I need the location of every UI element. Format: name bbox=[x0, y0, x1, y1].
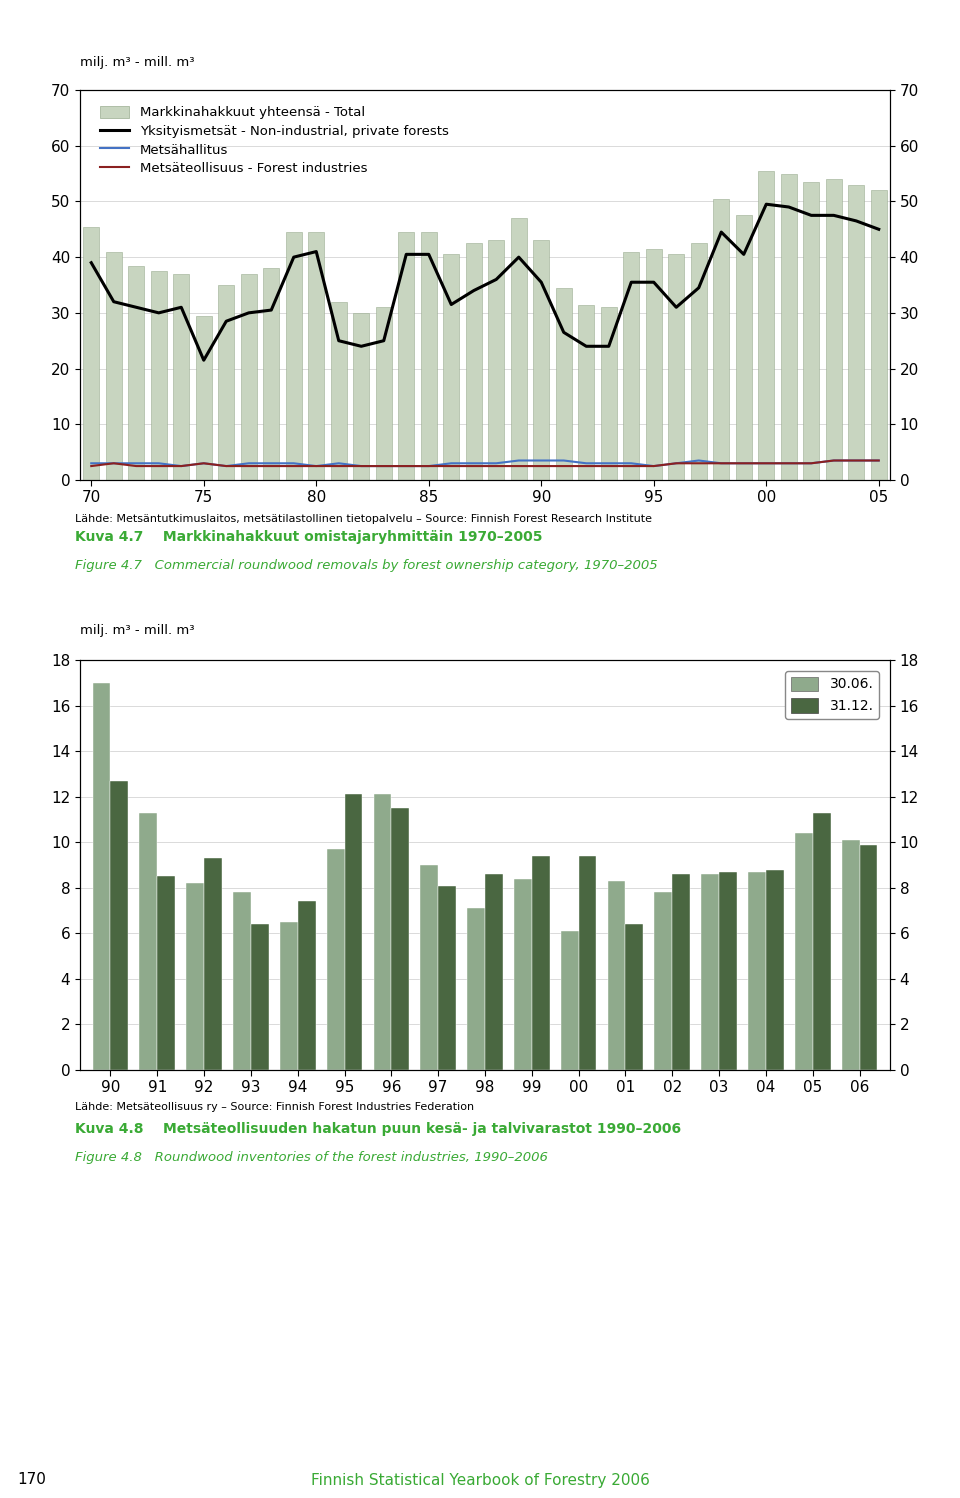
Text: Figure 4.8   Roundwood inventories of the forest industries, 1990–2006: Figure 4.8 Roundwood inventories of the … bbox=[75, 1150, 548, 1164]
Bar bbox=[488, 240, 504, 479]
Bar bbox=[330, 301, 347, 479]
Bar bbox=[438, 885, 456, 1070]
Bar bbox=[668, 255, 684, 479]
Text: Lähde: Metsäntutkimuslaitos, metsätilastollinen tietopalvelu – Source: Finnish F: Lähde: Metsäntutkimuslaitos, metsätilast… bbox=[75, 514, 652, 524]
Bar bbox=[848, 184, 864, 479]
Bar bbox=[579, 855, 596, 1070]
Bar bbox=[420, 232, 437, 479]
Bar bbox=[444, 255, 459, 479]
Bar bbox=[196, 316, 212, 479]
Bar bbox=[655, 893, 672, 1070]
Text: 4 Roundwood markets: 4 Roundwood markets bbox=[348, 13, 612, 37]
Bar bbox=[468, 908, 485, 1070]
Bar bbox=[485, 875, 503, 1070]
Bar bbox=[326, 849, 345, 1070]
Bar bbox=[373, 794, 392, 1070]
Bar bbox=[608, 881, 626, 1070]
Bar bbox=[556, 288, 572, 479]
Bar bbox=[128, 265, 144, 479]
Bar bbox=[251, 924, 269, 1070]
Bar bbox=[392, 807, 409, 1070]
Bar bbox=[842, 840, 859, 1070]
Bar bbox=[626, 924, 643, 1070]
Bar bbox=[286, 232, 301, 479]
Bar bbox=[859, 845, 877, 1070]
Bar bbox=[672, 875, 690, 1070]
Text: Lähde: Metsäteollisuus ry – Source: Finnish Forest Industries Federation: Lähde: Metsäteollisuus ry – Source: Finn… bbox=[75, 1103, 474, 1112]
Bar bbox=[646, 249, 661, 479]
Bar bbox=[218, 285, 234, 479]
Text: milj. m³ - mill. m³: milj. m³ - mill. m³ bbox=[80, 625, 195, 638]
Bar bbox=[233, 893, 251, 1070]
Text: Figure 4.7   Commercial roundwood removals by forest ownership category, 1970–20: Figure 4.7 Commercial roundwood removals… bbox=[75, 559, 658, 572]
Bar bbox=[623, 252, 639, 479]
Legend: 30.06., 31.12.: 30.06., 31.12. bbox=[785, 671, 879, 719]
Bar bbox=[690, 243, 707, 479]
Bar bbox=[702, 875, 719, 1070]
Bar bbox=[713, 199, 730, 479]
Bar bbox=[263, 268, 279, 479]
Bar bbox=[353, 313, 370, 479]
Bar bbox=[157, 876, 175, 1070]
Bar bbox=[298, 902, 316, 1070]
Bar bbox=[466, 243, 482, 479]
Bar bbox=[735, 216, 752, 479]
Bar bbox=[561, 932, 579, 1070]
Bar bbox=[110, 780, 129, 1070]
Bar bbox=[533, 240, 549, 479]
Bar bbox=[748, 872, 766, 1070]
Bar bbox=[758, 171, 775, 479]
Bar bbox=[795, 833, 813, 1070]
Bar bbox=[93, 683, 110, 1070]
Bar bbox=[241, 274, 257, 479]
Bar bbox=[871, 190, 887, 479]
Bar bbox=[826, 180, 842, 479]
Bar bbox=[766, 869, 783, 1070]
Text: Finnish Statistical Yearbook of Forestry 2006: Finnish Statistical Yearbook of Forestry… bbox=[311, 1473, 649, 1488]
Bar bbox=[532, 855, 550, 1070]
Bar bbox=[280, 921, 298, 1070]
Bar bbox=[578, 304, 594, 479]
Bar bbox=[186, 884, 204, 1070]
Bar bbox=[813, 812, 830, 1070]
Bar bbox=[514, 879, 532, 1070]
Text: milj. m³ - mill. m³: milj. m³ - mill. m³ bbox=[80, 55, 195, 69]
Bar bbox=[204, 858, 222, 1070]
Bar bbox=[398, 232, 415, 479]
Bar bbox=[780, 174, 797, 479]
Text: 170: 170 bbox=[17, 1473, 46, 1488]
Bar bbox=[719, 872, 737, 1070]
Bar bbox=[420, 864, 438, 1070]
Bar bbox=[345, 794, 362, 1070]
Bar bbox=[601, 307, 617, 479]
Bar bbox=[308, 232, 324, 479]
Legend: Markkinahakkuut yhteensä - Total, Yksityismetsät - Non-industrial, private fores: Markkinahakkuut yhteensä - Total, Yksity… bbox=[95, 100, 454, 181]
Bar bbox=[173, 274, 189, 479]
Bar bbox=[84, 226, 99, 479]
Text: Kuva 4.7    Markkinahakkuut omistajaryhmittäin 1970–2005: Kuva 4.7 Markkinahakkuut omistajaryhmitt… bbox=[75, 530, 542, 544]
Bar bbox=[375, 307, 392, 479]
Bar bbox=[511, 219, 527, 479]
Bar bbox=[151, 271, 167, 479]
Bar bbox=[106, 252, 122, 479]
Text: Kuva 4.8    Metsäteollisuuden hakatun puun kesä- ja talvivarastot 1990–2006: Kuva 4.8 Metsäteollisuuden hakatun puun … bbox=[75, 1122, 682, 1135]
Bar bbox=[139, 812, 157, 1070]
Bar bbox=[804, 181, 819, 479]
